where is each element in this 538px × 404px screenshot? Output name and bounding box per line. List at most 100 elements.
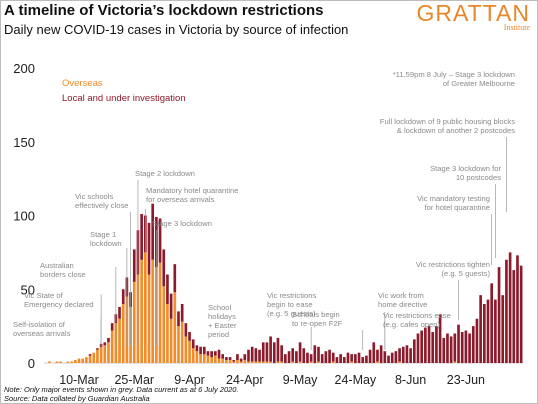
bar-local [328,350,331,363]
bar-local [376,350,379,362]
bar-local [225,357,228,360]
bar-overseas [185,336,188,363]
bar-local [361,357,364,363]
annotation-stage3_melbourne: *11.59pm 8 July – Stage 3 lockdown [393,70,515,79]
bar-overseas [218,359,221,363]
bar-overseas [214,356,217,363]
annotation-ease2: Vic restrictions ease [383,311,451,320]
bar-local [479,295,482,363]
annotation-state_emergency: Vic State of [24,291,64,300]
bar-overseas [96,350,99,363]
bar-overseas [221,359,224,363]
bar-local [468,334,471,364]
bar-overseas [398,362,401,363]
bar-local [306,353,309,363]
bar-overseas [251,362,254,363]
bar-overseas [151,260,154,363]
bar-local [196,345,199,351]
bar-overseas [133,282,136,363]
bar-local [442,338,445,363]
bar-overseas [196,351,199,363]
bar-overseas [177,326,180,363]
bar-overseas [92,353,95,363]
bar-overseas [310,362,313,363]
y-tick-label: 200 [13,61,35,76]
bar-overseas [210,357,213,363]
x-tick-label: 9-May [283,373,318,387]
annotation-easter: + Easter [208,321,237,330]
annotation-schools_reopen: Schools begin [292,310,340,319]
bar-local [258,350,261,362]
bar-local [199,347,202,354]
bar-local [148,223,151,275]
bar-local [454,334,457,362]
bar-local [402,347,405,363]
annotation-testing: for hotel quarantine [425,203,490,212]
bar-local [505,260,508,363]
bar-overseas [166,304,169,363]
bar-local [229,357,232,360]
bar-overseas [299,362,302,363]
annotation-stage3: Stage 3 lockdown [152,219,212,228]
annotation-borders: Australian [40,261,74,270]
bar-local [207,351,210,355]
annotation-stage2: Stage 2 lockdown [135,169,195,178]
bar-local [269,336,272,361]
bar-overseas [291,362,294,363]
annotation-testing: Vic mandatory testing [417,194,490,203]
annotation-work_from_home: Vic work from [378,291,424,300]
bar-overseas [240,362,243,363]
bar-overseas [266,362,269,363]
bar-local [365,356,368,363]
bar-local [391,353,394,363]
bar-local [214,351,217,355]
bar-overseas [74,360,77,363]
bar-local [240,359,243,362]
bar-local [461,332,464,363]
bar-local [273,342,276,363]
bar-local [483,304,486,363]
bar-local [428,326,431,363]
bar-local [236,354,239,360]
bar-local [295,351,298,363]
bar-local [103,342,106,345]
bar-overseas [225,360,228,363]
bar-local [210,351,213,357]
bar-local [247,350,250,362]
y-tick-label: 100 [13,209,35,224]
bar-local [262,342,265,361]
bar-local [232,360,235,361]
bar-local [266,342,269,361]
bar-overseas [140,260,143,363]
bar-local [347,353,350,363]
bar-local [343,357,346,363]
bar-local [162,249,165,286]
bar-local [494,300,497,363]
annotation-stage3_postcodes: 10 postcodes [456,173,501,182]
chart-source: Source: Data collated by Guardian Austra… [4,394,150,403]
annotation-work_from_home: home directive [378,300,427,309]
bar-overseas [236,360,239,363]
annotation-tighten: Vic restrictions tighten [416,260,490,269]
bar-overseas [111,331,114,363]
annotation-schools_close: Vic schools [75,192,113,201]
bar-local [446,334,449,364]
bar-overseas [85,357,88,363]
bar-overseas [148,275,151,364]
bar-local [354,354,357,363]
bar-local [107,338,110,342]
bar-local [350,354,353,361]
bar-local [280,345,283,361]
annotation-public_housing: & lockdown of another 2 postcodes [397,126,515,135]
bar-local [203,347,206,354]
chart-note: Note: Only major events shown in grey. D… [4,385,239,394]
bar-overseas [173,292,176,363]
bar-local [188,332,191,341]
bar-local [111,323,114,330]
bar-local [358,353,361,363]
bar-overseas [159,263,162,363]
legend-overseas: Overseas [62,78,103,89]
bar-overseas [170,319,173,363]
annotation-public_housing: Full lockdown of 9 public housing blocks [380,117,515,126]
